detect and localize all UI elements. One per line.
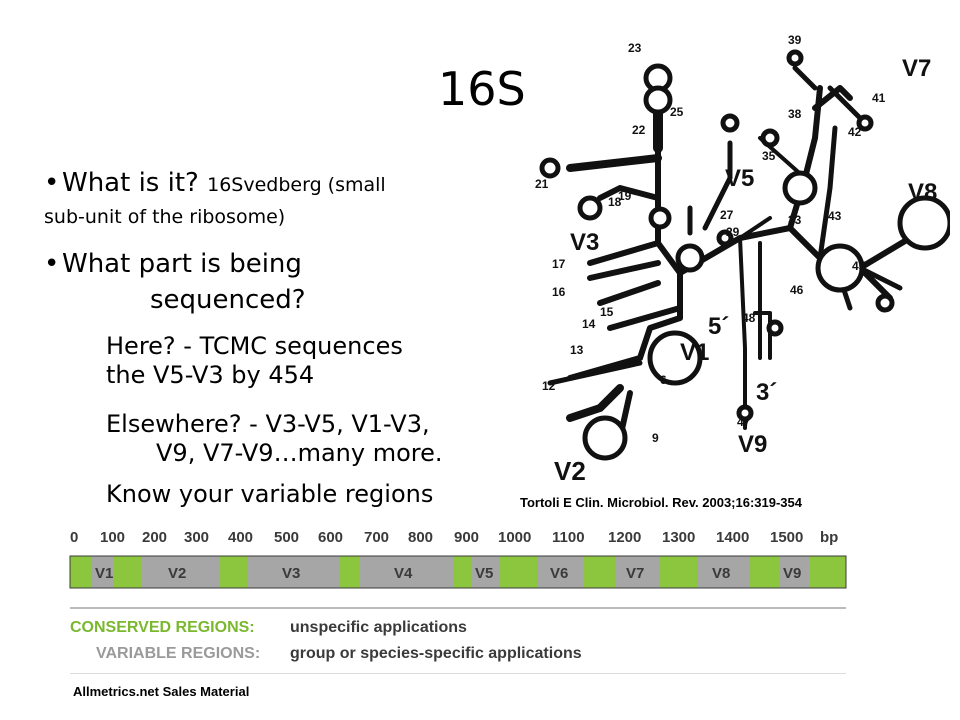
tick-500: 500 [274,529,299,546]
legend-conserved-text: unspecific applications [290,619,467,636]
helix-42-label: 42 [848,125,862,139]
bullet-question-cont: sequenced? [150,285,306,315]
bullet-question: What is it? [62,168,199,198]
helix-35-label: 35 [762,149,776,163]
region-v5: V5 [475,565,493,582]
tick-900: 900 [454,529,479,546]
helix-19-label: 19 [618,189,632,203]
tick-800: 800 [408,529,433,546]
helix-21-label: 21 [535,177,549,191]
sub-bullet-text-cont: V9, V7-V9…many more. [156,439,443,467]
bullet-dot: • [44,168,60,198]
region-v4: V4 [394,565,413,582]
region-v6: V6 [550,565,568,582]
16s-secondary-structure-diagram: 23 25 22 21 19 18 17 16 15 14 13 12 6 9 … [535,33,950,486]
helix-6-label: 6 [660,373,667,387]
tick-1100: 1100 [552,529,585,546]
helix-12-label: 12 [542,379,556,393]
legend-variable-label: VARIABLE REGIONS: [96,645,260,662]
region-v1-label: V1 [680,339,709,366]
tick-1200: 1200 [608,529,641,546]
five-prime-label: 5´ [708,313,729,340]
variable-segment-v6 [538,556,584,588]
variable-segment-v4 [360,556,454,588]
helix-25-label: 25 [670,105,684,119]
helix-38-label: 38 [788,107,802,121]
tick-1000: 1000 [498,529,531,546]
helix-9-label: 9 [652,431,659,445]
gene-bar [69,555,847,589]
slide-title: 16S [438,62,526,116]
helix-14-label: 14 [582,317,596,331]
region-v9-label: V9 [738,431,767,458]
helix-18-label: 18 [608,195,622,209]
tick-300: 300 [184,529,209,546]
helix-17-label: 17 [552,257,566,271]
helix-45-label: 45 [852,259,866,273]
sub-bullet-text: Here? - TCMC sequences [106,332,403,360]
region-v9: V9 [783,565,801,582]
helix-29-label: 29 [726,225,740,239]
region-v2: V2 [168,565,186,582]
region-v5-label: V5 [725,165,754,192]
tick-1500: 1500 [770,529,803,546]
variable-segment-v1 [92,556,114,588]
region-v2-label: V2 [554,456,586,486]
variable-segment-v3 [248,556,340,588]
helix-15-label: 15 [600,305,614,319]
region-v8-label: V8 [908,179,937,206]
legend-conserved-label: CONSERVED REGIONS: [70,619,255,636]
tick-100: 100 [100,529,125,546]
citation: Tortoli E Clin. Microbiol. Rev. 2003;16:… [520,495,802,510]
sub-bullet-elsewhere: Elsewhere? - V3-V5, V1-V3, V9, V7-V9…man… [106,410,506,468]
sub-bullet-text: Know your variable regions [106,480,434,508]
region-v3-label: V3 [570,229,599,256]
region-v3: V3 [282,565,300,582]
sub-bullet-text-cont: the V5-V3 by 454 [106,361,315,389]
helix-23-label: 23 [628,41,642,55]
region-v1: V1 [95,565,113,582]
variable-segment-v7 [616,556,660,588]
helix-16-label: 16 [552,285,566,299]
sub-bullet-here: Here? - TCMC sequences the V5-V3 by 454 [106,332,506,390]
helix-39-label: 39 [788,33,802,47]
helix-48-label: 48 [742,311,756,325]
bullet-what-part: • What part is being sequenced? [44,246,502,318]
variable-segment-v9 [780,556,810,588]
tick-600: 600 [318,529,343,546]
helix-27-label: 27 [720,208,734,222]
bullet-dot: • [44,249,60,279]
sub-bullet-text: Elsewhere? - V3-V5, V1-V3, [106,410,430,438]
helix-43-label: 43 [828,209,842,223]
helix-22-label: 22 [632,123,646,137]
legend-variable-text: group or species-specific applications [290,645,582,662]
tick-1400: 1400 [716,529,749,546]
tick-400: 400 [228,529,253,546]
variable-segment-v2 [142,556,220,588]
bullet-question: What part is being [62,249,302,279]
tick-0: 0 [70,529,78,546]
bullet-what-is-it: • What is it? 16Svedberg (small sub-unit… [44,168,502,232]
16s-gene-map: 0 100 200 300 400 500 600 700 800 900 10… [69,529,847,674]
three-prime-label: 3´ [756,379,777,406]
tick-1300: 1300 [662,529,695,546]
sub-bullet-know: Know your variable regions [106,480,506,509]
variable-segment-v8 [698,556,750,588]
helix-41-label: 41 [872,91,886,105]
tick-700: 700 [364,529,389,546]
region-v7-label: V7 [902,55,931,82]
bullet-detail-cont: sub-unit of the ribosome) [44,206,286,228]
helix-47-label: 47 [737,415,751,429]
bullet-detail: 16Svedberg (small [207,174,386,196]
footer-credit: Allmetrics.net Sales Material [73,684,250,699]
tick-200: 200 [142,529,167,546]
region-v8: V8 [712,565,730,582]
helix-46-label: 46 [790,283,804,297]
variable-segment-v5 [472,556,500,588]
helix-33-label: 33 [788,213,802,227]
region-v7: V7 [626,565,644,582]
axis-unit: bp [820,529,838,546]
helix-13-label: 13 [570,343,584,357]
